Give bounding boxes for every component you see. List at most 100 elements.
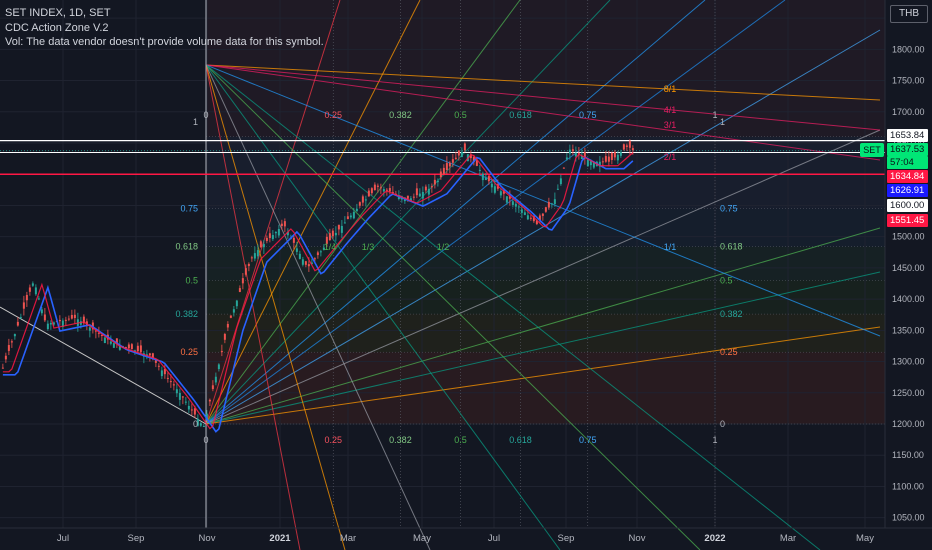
- candle-body: [574, 152, 577, 157]
- gann-band: [206, 136, 885, 209]
- price-axis-tick: 1400.00: [892, 294, 925, 304]
- candle-body: [175, 389, 178, 394]
- candle-body: [538, 215, 541, 221]
- candle-body: [163, 368, 166, 375]
- candle-body: [313, 258, 316, 260]
- candle-body: [553, 199, 556, 204]
- gann-fan-line: [205, 129, 881, 425]
- gann-fan-ratio: 2/1: [664, 152, 677, 162]
- candle-body: [103, 337, 106, 344]
- candle-body: [58, 319, 61, 322]
- price-axis-tick: 1800.00: [892, 44, 925, 54]
- candle-body: [490, 183, 493, 188]
- candle-body: [526, 215, 529, 220]
- gann-fan-line: [205, 0, 706, 425]
- candle-body: [4, 355, 7, 360]
- gann-label-left: 0.75: [180, 204, 198, 214]
- candle-body: [502, 190, 505, 194]
- candle-body: [280, 223, 283, 226]
- gann-fan-ratio: 1/3: [362, 242, 375, 252]
- candle-body: [391, 192, 394, 194]
- price-axis-tick: 1350.00: [892, 325, 925, 335]
- candle-body: [511, 201, 514, 205]
- candle-body: [610, 153, 613, 160]
- time-axis-tick: May: [856, 533, 874, 544]
- gann-label-left: 0.25: [180, 347, 198, 357]
- candle-body: [322, 247, 325, 250]
- currency-badge[interactable]: THB: [890, 5, 928, 23]
- candle-body: [169, 381, 172, 383]
- candle-body: [64, 319, 67, 321]
- indicator-name[interactable]: CDC Action Zone V.2: [5, 21, 109, 34]
- price-axis-tick: 1300.00: [892, 357, 925, 367]
- candle-body: [262, 244, 265, 248]
- gann-fan-line: [205, 64, 881, 337]
- gann-fan-ratio: 1/1: [664, 242, 677, 252]
- time-axis-tick: 2022: [704, 533, 725, 544]
- candle-body: [568, 149, 571, 154]
- time-axis-tick: Jul: [488, 533, 500, 544]
- candle-body: [82, 316, 85, 324]
- candle-body: [307, 264, 310, 267]
- candle-body: [418, 193, 421, 197]
- candle-body: [61, 320, 64, 327]
- candle-body: [352, 212, 355, 219]
- price-axis-tick: 1050.00: [892, 513, 925, 523]
- gann-label-top: 0: [203, 110, 208, 120]
- gann-fan-ratio: 8/1: [664, 84, 677, 94]
- candle-body: [493, 186, 496, 193]
- candle-body: [277, 228, 280, 236]
- candle-body: [178, 393, 181, 400]
- candle-body: [118, 345, 121, 350]
- candle-body: [544, 207, 547, 212]
- candle-body: [232, 309, 235, 313]
- candle-body: [286, 231, 289, 236]
- candle-body: [520, 209, 523, 213]
- candle-body: [253, 253, 256, 259]
- candle-body: [631, 148, 634, 151]
- price-axis-tick: 1250.00: [892, 388, 925, 398]
- gann-band: [206, 246, 885, 281]
- symbol-title[interactable]: SET INDEX, 1D, SET: [5, 7, 111, 19]
- candle-body: [523, 212, 526, 215]
- candle-body: [379, 187, 382, 189]
- price-axis-tick: 1750.00: [892, 76, 925, 86]
- candle-body: [1, 367, 4, 369]
- symbol-tag: SET: [860, 143, 884, 157]
- candle-body: [601, 161, 604, 163]
- candle-body: [127, 344, 130, 349]
- gann-label-bottom: 0.618: [509, 435, 532, 445]
- gann-fan-line: [205, 64, 821, 550]
- time-axis-tick: Nov: [629, 533, 646, 544]
- gann-fan-line: [205, 29, 881, 425]
- time-axis-tick: Mar: [340, 533, 356, 544]
- candle-body: [556, 188, 559, 190]
- candle-body: [589, 161, 592, 166]
- price-axis-bg: [885, 0, 932, 550]
- gann-fan-line: [205, 271, 881, 425]
- candle-body: [448, 162, 451, 167]
- candle-body: [427, 188, 430, 195]
- gann-label-bottom: 0.5: [454, 435, 467, 445]
- candle-body: [298, 253, 301, 259]
- candle-body: [241, 278, 244, 284]
- gann-label-right: 1: [720, 117, 725, 127]
- candle-body: [598, 161, 601, 167]
- candle-body: [211, 385, 214, 390]
- candle-body: [100, 335, 103, 337]
- candle-body: [367, 190, 370, 197]
- candle-body: [304, 261, 307, 265]
- candle-body: [10, 341, 13, 343]
- candle-body: [151, 353, 154, 360]
- price-axis-tick: 1150.00: [892, 450, 924, 460]
- gann-fan-ratio: 3/1: [664, 120, 677, 130]
- candle-body: [586, 159, 589, 167]
- candle-body: [226, 323, 229, 328]
- candle-body: [436, 180, 439, 183]
- candle-body: [346, 216, 349, 219]
- candle-body: [331, 230, 334, 237]
- candle-body: [115, 338, 118, 345]
- gann-label-bottom: 0.382: [389, 435, 412, 445]
- time-axis-tick: 2021: [269, 533, 291, 544]
